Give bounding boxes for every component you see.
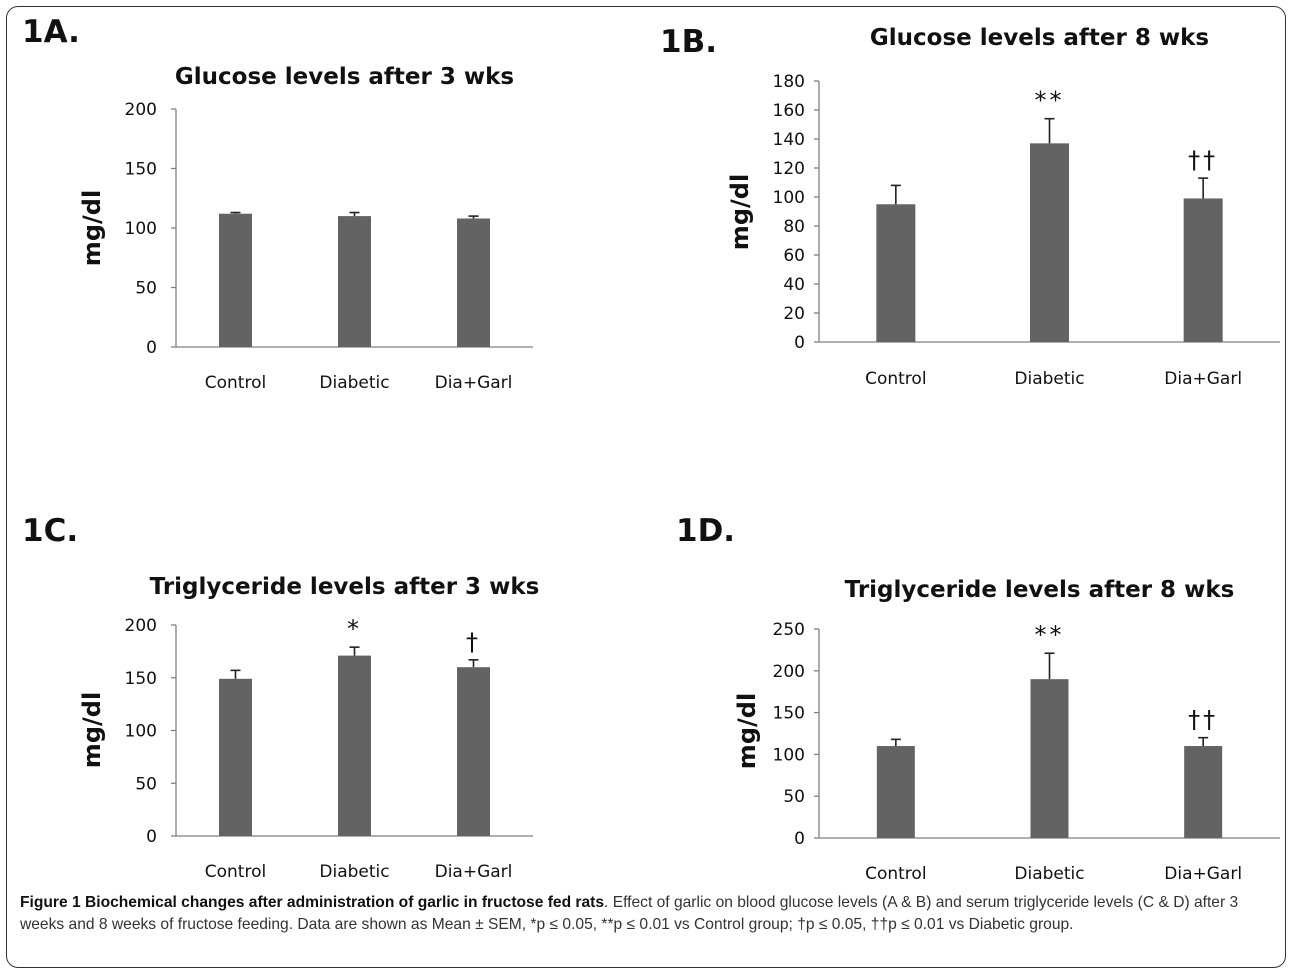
significance-mark: ††	[1188, 146, 1218, 174]
figure-caption: Figure 1 Biochemical changes after admin…	[20, 892, 1278, 936]
bar	[338, 655, 371, 836]
panel-b: 1B. Glucose levels after 8 wks mg/dl 0 20 40…	[0, 0, 1290, 440]
bar	[219, 213, 252, 347]
y-tick-label: 20	[783, 304, 805, 324]
y-tick-label: 0	[146, 827, 157, 847]
significance-mark: †	[466, 628, 481, 656]
panel-a: 1A. Glucose levels after 3 wks mg/dl 0 50 10…	[0, 0, 645, 440]
panel-label: 1D.	[676, 513, 736, 549]
panel-d: 1D. Triglyceride levels after 8 wks mg/dl…	[676, 513, 1280, 884]
y-tick-label: 150	[125, 669, 157, 689]
chart-title: Triglyceride levels after 3 wks	[150, 574, 540, 600]
y-tick-label: 100	[773, 188, 805, 208]
y-tick-label: 250	[773, 620, 805, 640]
x-tick-label: Dia+Garl	[435, 862, 513, 882]
bar	[219, 678, 252, 836]
y-tick-label: 150	[773, 704, 805, 724]
x-tick-label: Control	[865, 864, 926, 884]
figure-frame	[6, 6, 1286, 968]
bar	[457, 218, 490, 347]
x-tick-label: Control	[205, 373, 266, 393]
y-tick-label: 50	[783, 787, 805, 807]
y-tick-label: 40	[783, 275, 805, 295]
y-tick-label: 150	[125, 160, 157, 180]
x-tick-label: Control	[865, 369, 926, 389]
y-tick-label: 200	[125, 100, 157, 120]
bar	[338, 216, 371, 347]
x-tick-label: Diabetic	[1014, 864, 1084, 884]
y-tick-label: 100	[773, 745, 805, 765]
bar	[457, 667, 490, 836]
x-tick-label: Dia+Garl	[1164, 369, 1242, 389]
y-tick-label: 200	[773, 662, 805, 682]
panel-c: 1C. Triglyceride levels after 3 wks mg/dl…	[0, 0, 645, 890]
bar	[1183, 198, 1223, 342]
bar	[876, 746, 915, 838]
x-tick-label: Control	[205, 862, 266, 882]
y-tick-label: 120	[773, 159, 805, 179]
x-tick-label: Diabetic	[1014, 369, 1084, 389]
y-axis-label: mg/dl	[726, 174, 754, 250]
y-tick-label: 0	[794, 333, 805, 353]
y-tick-label: 0	[794, 829, 805, 849]
significance-mark: **	[1035, 621, 1065, 649]
bar	[876, 204, 916, 342]
caption-title: Figure 1 Biochemical changes after admin…	[20, 894, 605, 911]
y-tick-label: 60	[783, 246, 805, 266]
panel-label: 1C.	[22, 513, 79, 549]
y-tick-label: 160	[773, 101, 805, 121]
x-tick-label: Dia+Garl	[1164, 864, 1242, 884]
significance-mark: *	[347, 615, 362, 643]
y-tick-label: 80	[783, 217, 805, 237]
y-tick-label: 200	[125, 616, 157, 636]
y-tick-label: 100	[125, 722, 157, 742]
bar	[1030, 679, 1069, 838]
y-tick-label: 50	[135, 774, 157, 794]
chart-title: Triglyceride levels after 8 wks	[845, 577, 1235, 603]
y-tick-label: 100	[125, 219, 157, 239]
x-tick-label: Diabetic	[319, 862, 389, 882]
panel-label: 1B.	[660, 24, 717, 60]
bar	[1030, 143, 1069, 342]
y-tick-label: 50	[135, 279, 157, 299]
x-tick-label: Dia+Garl	[435, 373, 513, 393]
panel-label: 1A.	[22, 14, 80, 50]
significance-mark: **	[1035, 87, 1065, 115]
significance-mark: ††	[1188, 706, 1218, 734]
chart-title: Glucose levels after 3 wks	[175, 64, 514, 90]
y-axis-label: mg/dl	[733, 693, 761, 769]
y-axis-label: mg/dl	[78, 692, 106, 768]
y-tick-label: 140	[773, 130, 805, 150]
caption-text: . Effect of garlic on blood glucose leve…	[20, 894, 1239, 933]
y-tick-label: 0	[146, 338, 157, 358]
y-axis-label: mg/dl	[78, 190, 106, 266]
chart-title: Glucose levels after 8 wks	[870, 25, 1209, 51]
y-tick-label: 180	[773, 72, 805, 92]
x-tick-label: Diabetic	[319, 373, 389, 393]
bar	[1184, 746, 1223, 838]
